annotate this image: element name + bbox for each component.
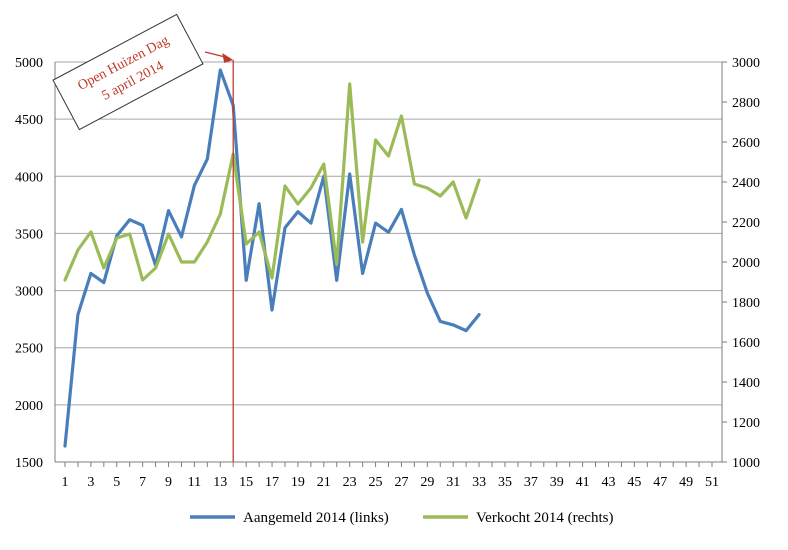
x-tick-label: 31: [446, 475, 460, 490]
series-line-aangemeld: [63, 68, 481, 448]
x-tick-label: 11: [188, 475, 201, 490]
x-tick-label: 37: [524, 475, 538, 490]
x-tick-label: 29: [420, 475, 434, 490]
x-tick-label: 49: [679, 475, 693, 490]
annotation-box: [52, 13, 204, 131]
x-tick-label: 23: [343, 475, 357, 490]
x-tick-label: 39: [550, 475, 564, 490]
x-tick-label: 43: [601, 475, 615, 490]
x-tick-label: 45: [627, 475, 641, 490]
y-left-tick-label: 4500: [15, 113, 43, 128]
x-tick-label: 51: [705, 475, 719, 490]
y-left-tick-label: 2500: [15, 342, 43, 357]
x-tick-label: 3: [87, 475, 94, 490]
y-right-tick-label: 2200: [732, 216, 760, 231]
y-right-tick-label: 1400: [732, 376, 760, 391]
y-right-tick-label: 3000: [732, 56, 760, 71]
y-left-tick-label: 5000: [15, 56, 43, 71]
legend: Aangemeld 2014 (links) Verkocht 2014 (rec…: [190, 510, 613, 526]
y-left-tick-label: 1500: [15, 456, 43, 471]
x-tick-label: 9: [165, 475, 172, 490]
legend-label: Verkocht 2014 (rechts): [476, 510, 613, 526]
x-tick-label: 5: [113, 475, 120, 490]
x-tick-label: 27: [394, 475, 408, 490]
y-right-tick-label: 2600: [732, 136, 760, 151]
x-tick-label: 19: [291, 475, 305, 490]
axes: 1500200025003000350040004500500010001200…: [15, 56, 760, 490]
x-tick-label: 25: [369, 475, 383, 490]
x-tick-label: 17: [265, 475, 279, 490]
x-tick-label: 7: [139, 475, 146, 490]
y-left-tick-label: 3000: [15, 285, 43, 300]
x-tick-label: 41: [576, 475, 590, 490]
x-tick-label: 21: [317, 475, 331, 490]
x-tick-label: 47: [653, 475, 667, 490]
y-right-tick-label: 1200: [732, 416, 760, 431]
x-tick-label: 15: [239, 475, 253, 490]
y-right-tick-label: 2000: [732, 256, 760, 271]
x-tick-label: 33: [472, 475, 486, 490]
y-right-tick-label: 2400: [732, 176, 760, 191]
y-left-tick-label: 3500: [15, 227, 43, 242]
y-left-tick-label: 4000: [15, 170, 43, 185]
legend-label: Aangemeld 2014 (links): [243, 510, 389, 526]
series-line-verkocht: [63, 82, 481, 282]
x-tick-label: 35: [498, 475, 512, 490]
x-tick-label: 13: [213, 475, 227, 490]
y-right-tick-label: 1600: [732, 336, 760, 351]
y-right-tick-label: 1800: [732, 296, 760, 311]
series: [63, 68, 481, 448]
y-right-tick-label: 2800: [732, 96, 760, 111]
y-left-tick-label: 2000: [15, 399, 43, 414]
annotation-arrowhead: [222, 53, 234, 63]
x-tick-label: 1: [62, 475, 69, 490]
y-right-tick-label: 1000: [732, 456, 760, 471]
